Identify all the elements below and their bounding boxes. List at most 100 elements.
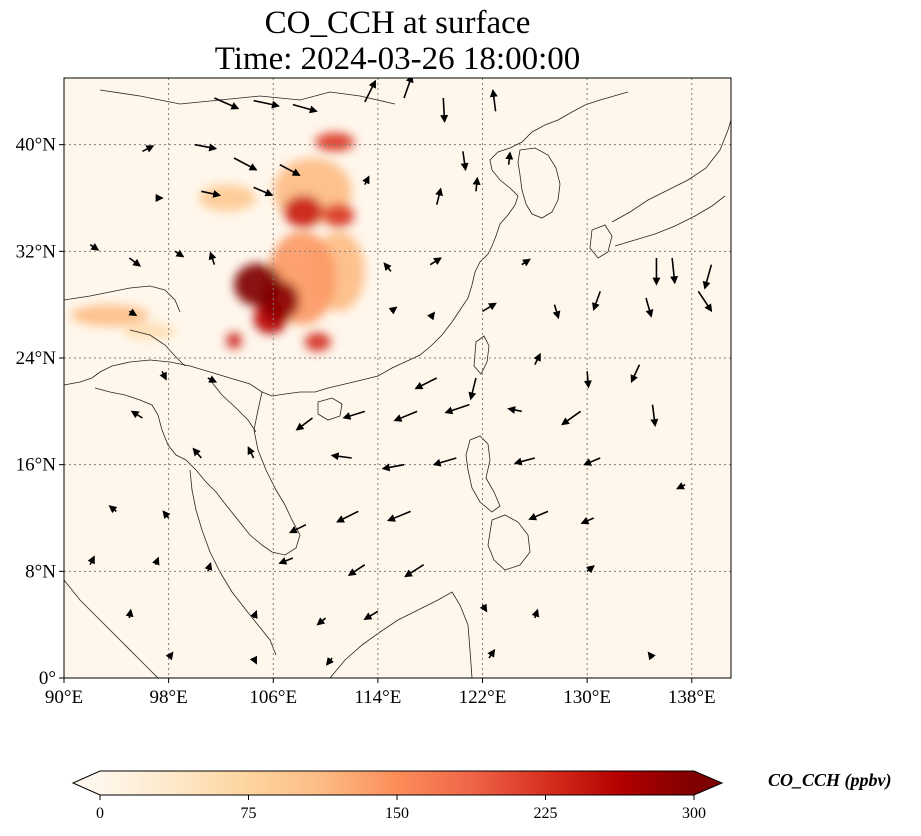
- colorbar-tick-label: 300: [682, 805, 706, 822]
- wind-vector-arrow: [429, 257, 442, 266]
- wind-vector-arrow: [468, 377, 477, 401]
- coastline-mainland: [64, 91, 629, 397]
- wind-vector-arrow: [381, 463, 405, 472]
- wind-vector-arrow: [249, 655, 257, 665]
- wind-vector-arrow: [479, 603, 488, 613]
- wind-vector-arrow: [233, 157, 258, 171]
- wind-vector-arrow: [128, 257, 142, 267]
- wind-vector-arrow: [325, 657, 335, 666]
- wind-vector-arrow: [670, 257, 679, 285]
- wind-vector-arrow: [278, 557, 294, 565]
- wind-vector-arrow: [89, 242, 100, 251]
- colorbar-ticks: 0 75 150 225 300: [96, 795, 706, 822]
- coastline-korea: [517, 147, 561, 219]
- x-tick-label: 114°E: [354, 687, 401, 708]
- colorbar-title: CO_CCH (ppbv): [768, 770, 892, 790]
- coastline-luzon: [465, 435, 501, 513]
- y-tick-label: 24°N: [16, 348, 57, 369]
- wind-vector-arrow: [279, 163, 301, 176]
- map-gridlines: [64, 78, 731, 678]
- wind-vector-arrow: [192, 447, 202, 459]
- coastline-indochina: [94, 387, 301, 556]
- wind-vector-arrow: [388, 306, 398, 315]
- wind-vector-arrow: [487, 648, 496, 659]
- wind-vector-arrow: [650, 404, 659, 428]
- wind-vector-arrow: [386, 510, 411, 522]
- wind-vectors: [87, 78, 713, 666]
- wind-vector-arrow: [383, 262, 392, 272]
- colorbar-extend-max: [694, 771, 722, 795]
- wind-vector-arrow: [505, 151, 514, 165]
- colorbar-tick-label: 225: [534, 805, 558, 822]
- colorbar-tick-label: 150: [385, 805, 409, 822]
- wind-vector-arrow: [194, 143, 218, 152]
- colorbar: 0 75 150 225 300: [71, 770, 724, 822]
- wind-vector-arrow: [347, 564, 366, 576]
- wind-vector-arrow: [592, 291, 601, 312]
- wind-vector-arrow: [586, 565, 595, 574]
- wind-vector-arrow: [128, 308, 138, 317]
- wind-vector-arrow: [125, 608, 134, 619]
- wind-vector-arrow: [583, 371, 592, 389]
- y-tick-label: 16°N: [16, 455, 57, 476]
- coastline-malay-peninsula: [189, 469, 277, 656]
- wind-vector-arrow: [253, 99, 280, 109]
- wind-vector-arrow: [404, 563, 425, 578]
- wind-vector-arrow: [435, 187, 443, 205]
- x-tick-label: 106°E: [249, 687, 297, 708]
- wind-vector-arrow: [288, 523, 307, 534]
- concentration-hotspot: [283, 195, 323, 228]
- wind-vector-arrow: [250, 610, 258, 619]
- wind-vector-arrow: [247, 446, 255, 459]
- concentration-hotspot: [70, 304, 150, 327]
- wind-vector-arrow: [108, 505, 118, 514]
- coastline-taiwan: [473, 335, 490, 375]
- colorbar-tick-label: 0: [96, 805, 104, 822]
- y-tick-label: 8°N: [25, 561, 56, 582]
- wind-vector-arrow: [528, 510, 549, 521]
- wind-vector-arrow: [165, 651, 174, 661]
- wind-vector-arrow: [253, 186, 274, 197]
- wind-vector-arrow: [330, 452, 352, 461]
- wind-vector-arrow: [533, 352, 541, 366]
- colorbar-gradient: [100, 771, 694, 795]
- coastline-sumatra: [64, 579, 159, 678]
- wind-vector-arrow: [152, 556, 160, 566]
- y-tick-label: 40°N: [16, 135, 57, 156]
- border-inner-1: [64, 285, 181, 313]
- map-axis-ticks: 90°E 98°E 106°E 114°E 122°E 130°E 138°E 0° 8°N 16…: [16, 135, 716, 708]
- border-inner-4: [99, 89, 396, 105]
- map-background: [64, 78, 731, 678]
- wind-vector-arrow: [645, 297, 654, 318]
- wind-vector-arrow: [362, 175, 370, 186]
- x-tick-label: 130°E: [563, 687, 611, 708]
- concentration-hotspot: [226, 332, 242, 349]
- wind-vector-arrow: [472, 176, 481, 192]
- wind-vector-arrow: [489, 88, 498, 112]
- x-tick-label: 98°E: [150, 687, 188, 708]
- wind-vector-arrow: [295, 417, 313, 431]
- concentration-hotspot: [234, 263, 282, 306]
- wind-vector-arrow: [531, 608, 540, 619]
- wind-vector-arrow: [393, 410, 418, 422]
- wind-vector-arrow: [363, 610, 379, 620]
- wind-vector-arrow: [697, 290, 713, 313]
- concentration-hotspot: [198, 184, 257, 212]
- wind-vector-arrow: [342, 410, 366, 420]
- wind-vector-arrow: [403, 78, 414, 99]
- colorbar-tick-label: 75: [241, 805, 257, 822]
- wind-vector-arrow: [440, 97, 449, 123]
- wind-vector-arrow: [336, 510, 359, 523]
- wind-vector-arrow: [647, 651, 656, 661]
- map-subtitle-time: Time: 2024-03-26 18:00:00: [214, 41, 581, 77]
- wind-vector-arrow: [208, 251, 217, 265]
- concentration-hotspot: [315, 132, 355, 152]
- wind-vector-arrow: [364, 79, 376, 103]
- wind-vector-arrow: [87, 555, 95, 566]
- wind-vector-arrow: [427, 311, 436, 321]
- colorbar-extend-min: [73, 771, 100, 795]
- coastline-japan-south: [614, 195, 726, 247]
- wind-vector-arrow: [130, 410, 143, 419]
- wind-vector-arrow: [162, 510, 171, 519]
